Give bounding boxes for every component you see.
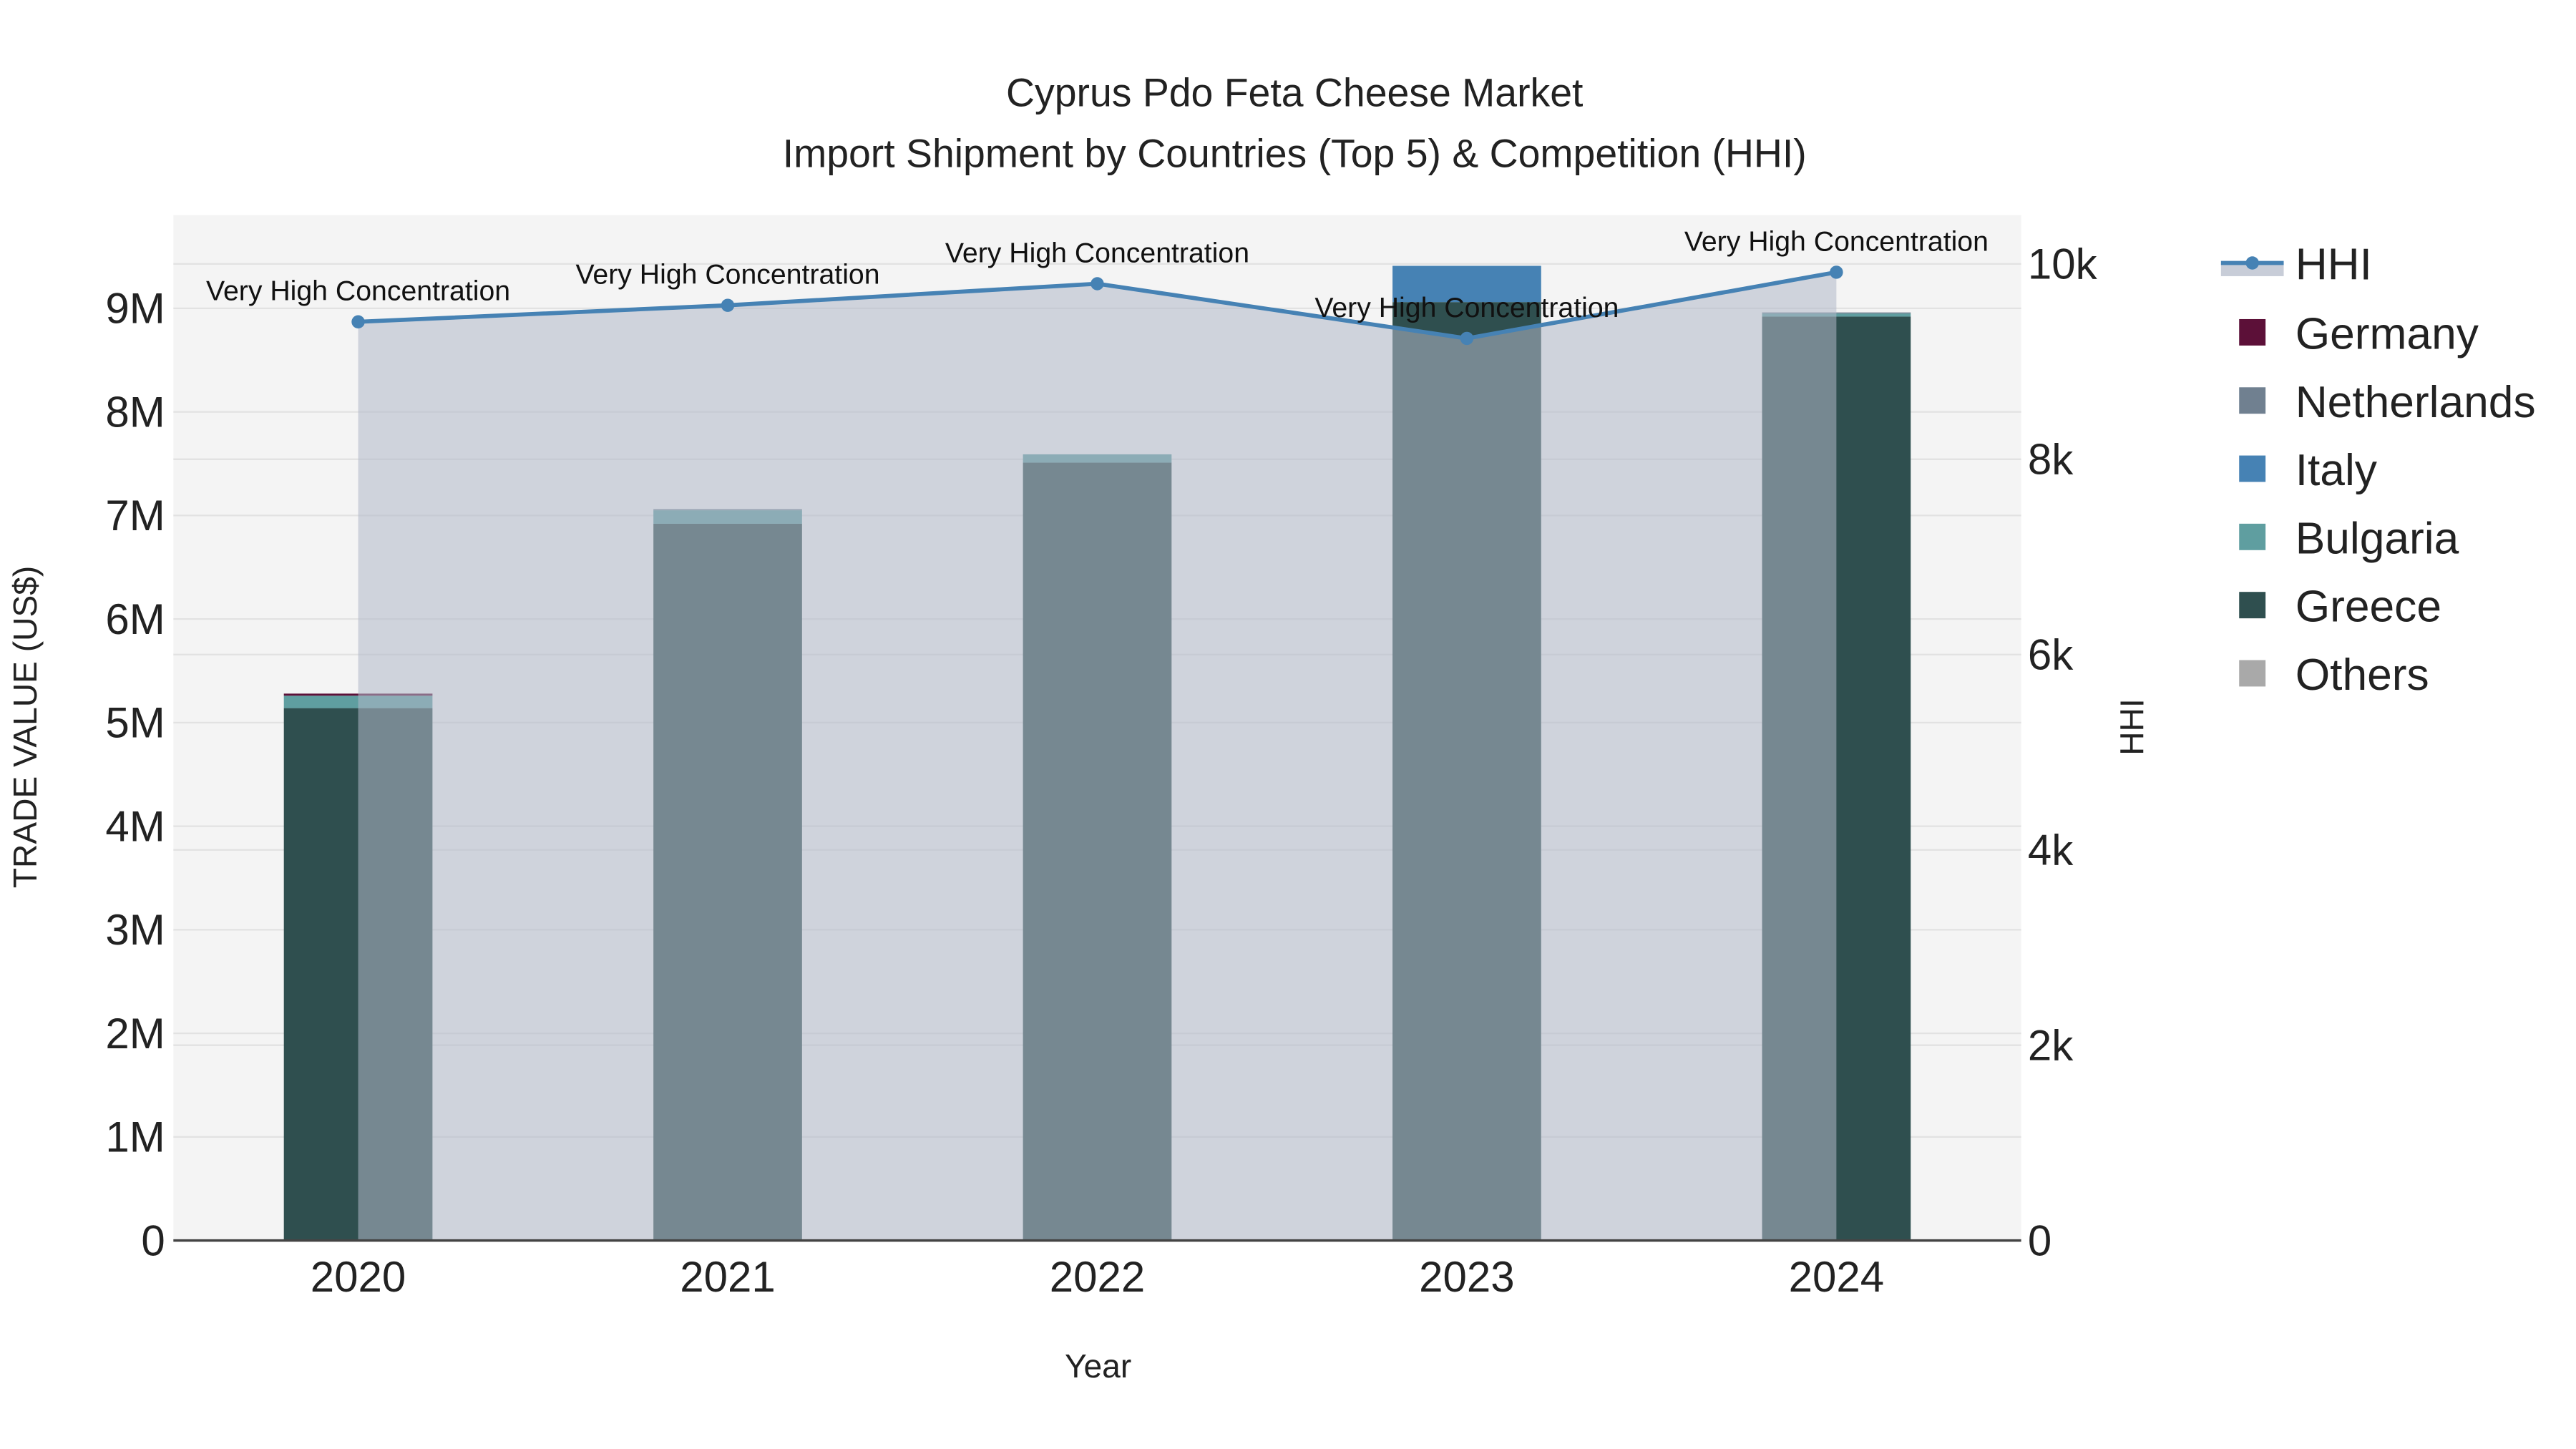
hhi-annotation: Very High Concentration	[575, 259, 879, 291]
legend-swatch-germany	[2239, 318, 2266, 346]
legend-swatch-greece	[2239, 592, 2266, 619]
hhi-annotation: Very High Concentration	[1314, 292, 1619, 323]
y-tick-label: 0	[141, 1216, 165, 1264]
hhi-point-2022	[1091, 277, 1104, 291]
x-tick-label: 2024	[1789, 1253, 1884, 1301]
x-tick-label: 2020	[311, 1253, 406, 1301]
y-tick-label: 2M	[105, 1010, 165, 1058]
legend-swatch-italy	[2239, 455, 2266, 482]
y2-tick-label: 0	[2028, 1216, 2051, 1264]
y-tick-label: 4M	[105, 802, 165, 850]
x-tick-label: 2023	[1419, 1253, 1514, 1301]
hhi-point-2021	[721, 298, 735, 312]
y-tick-label: 7M	[105, 492, 165, 540]
legend-label: Bulgaria	[2296, 514, 2459, 563]
bar-italy-2023	[1392, 265, 1541, 303]
chart-subtitle: Import Shipment by Countries (Top 5) & C…	[783, 132, 1807, 176]
hhi-annotation: Very High Concentration	[206, 275, 510, 307]
y-tick-label: 6M	[105, 595, 165, 643]
legend-swatch-bulgaria	[2239, 523, 2266, 550]
legend-label: Netherlands	[2296, 378, 2536, 427]
legend-label: Germany	[2296, 309, 2479, 358]
y2-tick-label: 8k	[2028, 436, 2074, 484]
y2-tick-label: 4k	[2028, 826, 2074, 874]
y-tick-label: 5M	[105, 699, 165, 747]
y-tick-label: 1M	[105, 1113, 165, 1161]
legend-swatch-others	[2239, 660, 2266, 687]
y2-tick-label: 6k	[2028, 631, 2074, 679]
y-axis-label: TRADE VALUE (US$)	[6, 566, 44, 888]
x-axis-label: Year	[1065, 1347, 1131, 1385]
hhi-area	[358, 272, 1837, 1241]
legend-label: Others	[2296, 650, 2429, 700]
hhi-point-2020	[351, 315, 365, 328]
legend-label: Italy	[2296, 446, 2378, 495]
hhi-annotation: Very High Concentration	[945, 238, 1249, 269]
legend-swatch-netherlands	[2239, 387, 2266, 414]
hhi-annotation: Very High Concentration	[1684, 225, 1989, 257]
y-tick-label: 9M	[105, 285, 165, 333]
y2-tick-label: 2k	[2028, 1021, 2074, 1069]
chart-title: Cyprus Pdo Feta Cheese Market	[1006, 70, 1583, 114]
y2-tick-label: 10k	[2028, 240, 2098, 288]
y2-axis-label: HHI	[2113, 698, 2150, 755]
hhi-point-2024	[1830, 265, 1843, 279]
hhi-point-2023	[1460, 331, 1474, 346]
legend-hhi-marker	[2245, 256, 2259, 270]
x-tick-label: 2022	[1050, 1253, 1145, 1301]
y-tick-label: 3M	[105, 906, 165, 954]
legend: HHI Germany Netherlands Italy Bulgaria Greece…	[2220, 240, 2536, 700]
legend-label: HHI	[2296, 240, 2372, 290]
y-tick-label: 8M	[105, 388, 165, 436]
legend-label: Greece	[2296, 582, 2441, 632]
x-tick-label: 2021	[680, 1253, 775, 1301]
